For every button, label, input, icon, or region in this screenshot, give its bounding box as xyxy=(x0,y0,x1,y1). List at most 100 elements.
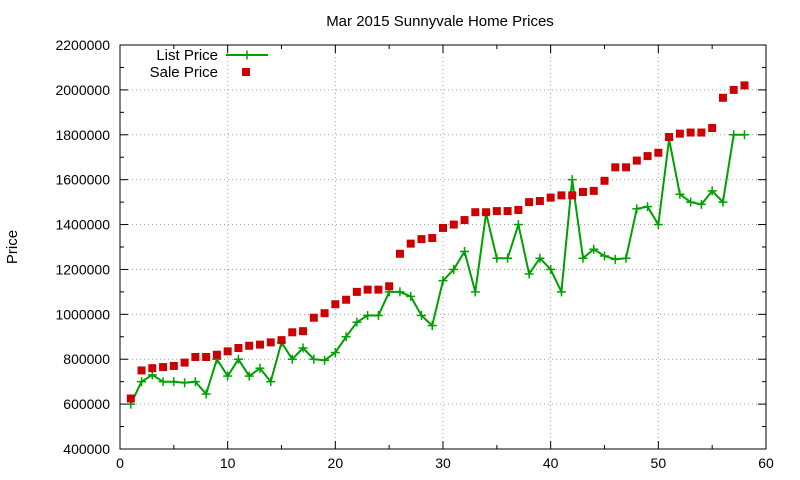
sale-price-point xyxy=(449,220,458,229)
list-price-point xyxy=(449,264,459,274)
sale-price-point xyxy=(428,234,437,243)
list-price-point xyxy=(266,377,276,387)
list-price-point xyxy=(460,246,470,256)
sale-price-point xyxy=(471,208,480,217)
sale-price-point xyxy=(277,336,286,345)
sale-price-point xyxy=(525,198,534,207)
list-price-point xyxy=(643,202,653,212)
sale-price-point xyxy=(686,128,695,137)
sale-price-point xyxy=(223,347,232,356)
sale-price-point xyxy=(665,133,674,142)
x-tick-label: 30 xyxy=(435,455,451,471)
axis-ticks: 0 10 20 30 40 50 60 400000 600000 800000 1000000 12… xyxy=(55,37,774,471)
list-price-point xyxy=(653,220,663,230)
list-price-point xyxy=(233,354,243,364)
list-price-point xyxy=(244,371,254,381)
list-price-point xyxy=(341,332,351,342)
list-price-point xyxy=(137,377,147,387)
sale-price-point xyxy=(202,352,211,361)
chart-title: Mar 2015 Sunnyvale Home Prices xyxy=(326,13,554,30)
list-price-point xyxy=(578,253,588,263)
list-price-point xyxy=(470,287,480,297)
sale-price-point xyxy=(342,295,351,304)
x-tick-label: 10 xyxy=(220,455,236,471)
list-price-line xyxy=(129,133,745,405)
list-price-point xyxy=(729,130,739,140)
sale-price-point xyxy=(643,152,652,161)
sale-price-point xyxy=(439,223,447,232)
sale-price-point xyxy=(331,300,340,309)
legend-sample-list-price xyxy=(226,50,268,60)
list-price-point xyxy=(201,389,211,399)
y-tick-label: 1800000 xyxy=(55,127,110,143)
y-tick-label: 400000 xyxy=(63,441,110,457)
legend: List Price Sale Price xyxy=(150,47,268,81)
sale-price-point xyxy=(159,363,168,372)
plot-frame xyxy=(119,44,767,450)
sale-price-point xyxy=(406,239,415,248)
sale-price-point xyxy=(395,249,404,258)
sale-price-point xyxy=(514,205,523,214)
sale-price-point xyxy=(299,327,308,336)
list-price-point xyxy=(180,378,190,388)
sale-price-point xyxy=(503,207,512,216)
list-price-point xyxy=(524,269,534,279)
list-price-point xyxy=(610,254,620,264)
sale-price-point xyxy=(417,235,426,244)
list-price-point xyxy=(696,199,706,209)
legend-marker-sale-price xyxy=(242,68,250,76)
list-price-point xyxy=(707,186,717,196)
list-price-point xyxy=(255,363,265,373)
list-price-point xyxy=(352,317,362,327)
sale-price-point xyxy=(266,338,275,347)
sale-price-point xyxy=(234,344,243,352)
sale-price-point xyxy=(546,193,555,202)
list-price-point xyxy=(438,276,448,286)
list-price-point xyxy=(589,244,599,254)
x-tick-label: 0 xyxy=(116,455,124,471)
sale-price-point xyxy=(718,93,727,102)
sale-price-point xyxy=(320,309,329,318)
list-price-point xyxy=(621,253,631,263)
sale-price-point xyxy=(374,285,383,294)
legend-label-list-price: List Price xyxy=(156,47,218,64)
y-tick-label: 2200000 xyxy=(55,37,110,53)
sale-price-point xyxy=(460,216,469,225)
list-price-point xyxy=(363,310,373,320)
sale-price-point xyxy=(568,191,577,200)
y-tick-label: 1000000 xyxy=(55,306,110,322)
list-price-point xyxy=(718,197,728,207)
list-price-point xyxy=(546,264,556,274)
sale-price-point xyxy=(363,285,372,294)
list-price-point xyxy=(223,371,233,381)
x-tick-label: 60 xyxy=(758,455,774,471)
sale-price-point xyxy=(288,328,297,337)
sale-price-point xyxy=(675,129,684,138)
sale-price-point xyxy=(622,163,631,172)
sale-price-point xyxy=(309,313,318,322)
series-layer xyxy=(126,81,749,409)
list-price-point xyxy=(513,220,523,230)
legend-label-sale-price: Sale Price xyxy=(150,64,218,81)
sale-price-point xyxy=(589,186,598,195)
sale-price-point xyxy=(600,176,609,185)
sale-price-point xyxy=(126,394,135,403)
y-tick-label: 800000 xyxy=(63,351,110,367)
sale-price-point xyxy=(632,156,641,165)
sale-price-point xyxy=(729,85,738,94)
sale-price-point xyxy=(137,366,146,375)
list-price-point xyxy=(675,189,685,199)
sale-price-point xyxy=(492,207,501,216)
list-price-point xyxy=(567,175,577,185)
sale-price-point xyxy=(212,350,221,359)
sale-price-point xyxy=(148,364,157,373)
x-tick-label: 50 xyxy=(651,455,667,471)
list-price-point xyxy=(416,310,426,320)
list-price-point xyxy=(600,251,609,261)
list-price-point xyxy=(535,253,545,263)
list-price-point xyxy=(686,197,696,207)
list-price-point xyxy=(169,377,179,387)
list-price-point xyxy=(395,287,405,297)
y-axis-label: Price xyxy=(4,230,21,264)
